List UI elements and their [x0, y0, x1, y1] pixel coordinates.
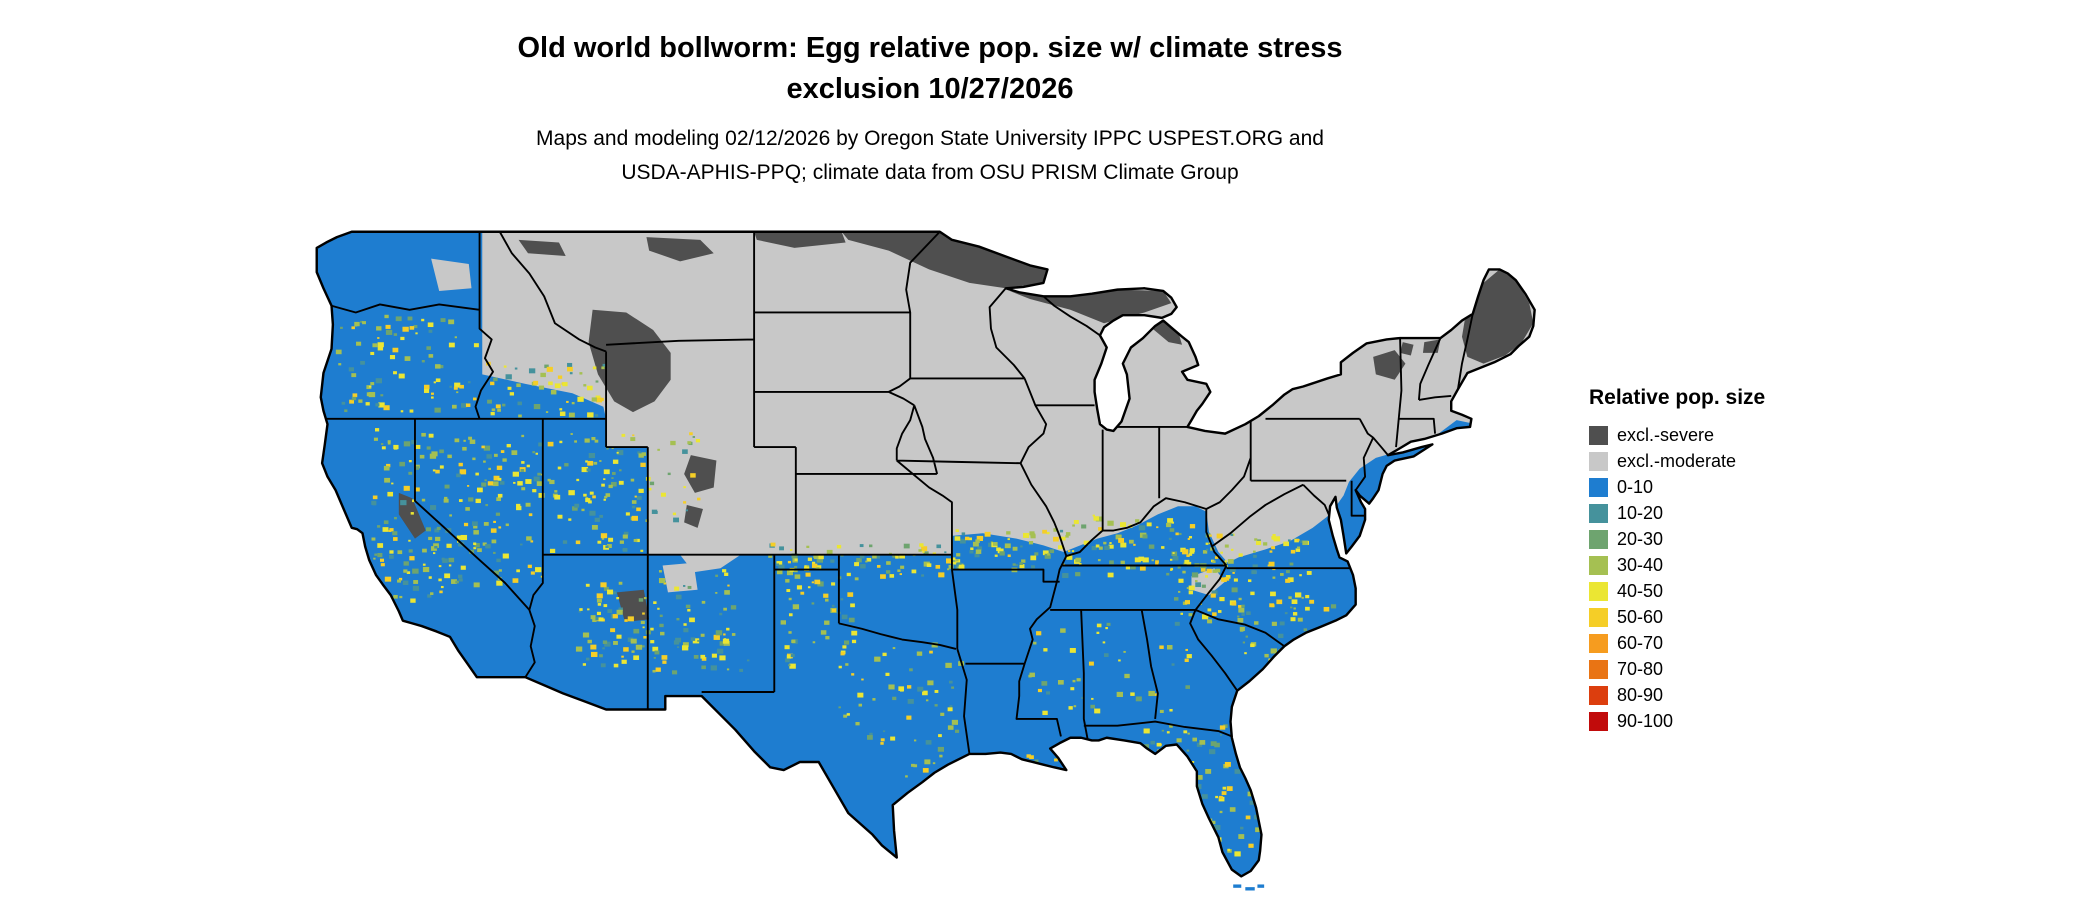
- legend-swatch: [1589, 633, 1608, 653]
- legend-swatch: [1589, 607, 1608, 627]
- legend-item: excl.-moderate: [1589, 448, 1765, 474]
- us-outline: [315, 230, 1536, 878]
- florida-keys: [1233, 884, 1265, 891]
- legend-label: 80-90: [1617, 684, 1664, 705]
- map-subtitle-line1: Maps and modeling 02/12/2026 by Oregon S…: [536, 127, 1324, 150]
- legend-label: 40-50: [1617, 580, 1664, 601]
- legend-item: 60-70: [1589, 630, 1765, 656]
- legend-title: Relative pop. size: [1589, 386, 1766, 409]
- legend-label: 30-40: [1617, 554, 1664, 575]
- legend-items: excl.-severe excl.-moderate 0-10 10-20 2…: [1589, 422, 1765, 734]
- legend-label: 60-70: [1617, 632, 1664, 653]
- legend-label: 20-30: [1617, 528, 1664, 549]
- legend-item: 70-80: [1589, 656, 1765, 682]
- legend-item: 0-10: [1589, 474, 1765, 500]
- map-title-line2: exclusion 10/27/2026: [786, 73, 1074, 105]
- map-subtitle-line2: USDA-APHIS-PPQ; climate data from OSU PR…: [621, 161, 1239, 184]
- legend-label: 70-80: [1617, 658, 1664, 679]
- legend-swatch: [1589, 451, 1608, 471]
- map-title: Old world bollworm: Egg relative pop. si…: [0, 28, 1860, 110]
- legend-item: excl.-severe: [1589, 422, 1765, 448]
- legend-label: 50-60: [1617, 606, 1664, 627]
- legend-label: 10-20: [1617, 502, 1664, 523]
- legend-swatch: [1589, 477, 1608, 497]
- mid-range-speckles: [335, 314, 1338, 857]
- legend-item: 40-50: [1589, 578, 1765, 604]
- legend-item: 80-90: [1589, 682, 1765, 708]
- legend-label: 90-100: [1617, 710, 1674, 731]
- legend-swatch: [1589, 711, 1608, 731]
- legend-swatch: [1589, 529, 1608, 549]
- legend-swatch: [1589, 425, 1608, 445]
- legend-label: excl.-moderate: [1617, 450, 1737, 471]
- state-borders: [326, 231, 1474, 755]
- legend-swatch: [1589, 555, 1608, 575]
- us-risk-map-svg: [315, 230, 1536, 891]
- us-risk-map: [310, 229, 1536, 907]
- legend-item: 30-40: [1589, 552, 1765, 578]
- legend: Relative pop. size excl.-severe excl.-mo…: [1589, 386, 1765, 734]
- legend-swatch: [1589, 503, 1608, 523]
- legend-label: excl.-severe: [1617, 424, 1715, 445]
- map-title-line1: Old world bollworm: Egg relative pop. si…: [517, 32, 1343, 64]
- legend-item: 90-100: [1589, 708, 1765, 734]
- legend-swatch: [1589, 659, 1608, 679]
- legend-item: 10-20: [1589, 500, 1765, 526]
- legend-label: 0-10: [1617, 476, 1654, 497]
- legend-swatch: [1589, 685, 1608, 705]
- legend-item: 50-60: [1589, 604, 1765, 630]
- legend-item: 20-30: [1589, 526, 1765, 552]
- legend-swatch: [1589, 581, 1608, 601]
- map-subtitle: Maps and modeling 02/12/2026 by Oregon S…: [0, 122, 1860, 190]
